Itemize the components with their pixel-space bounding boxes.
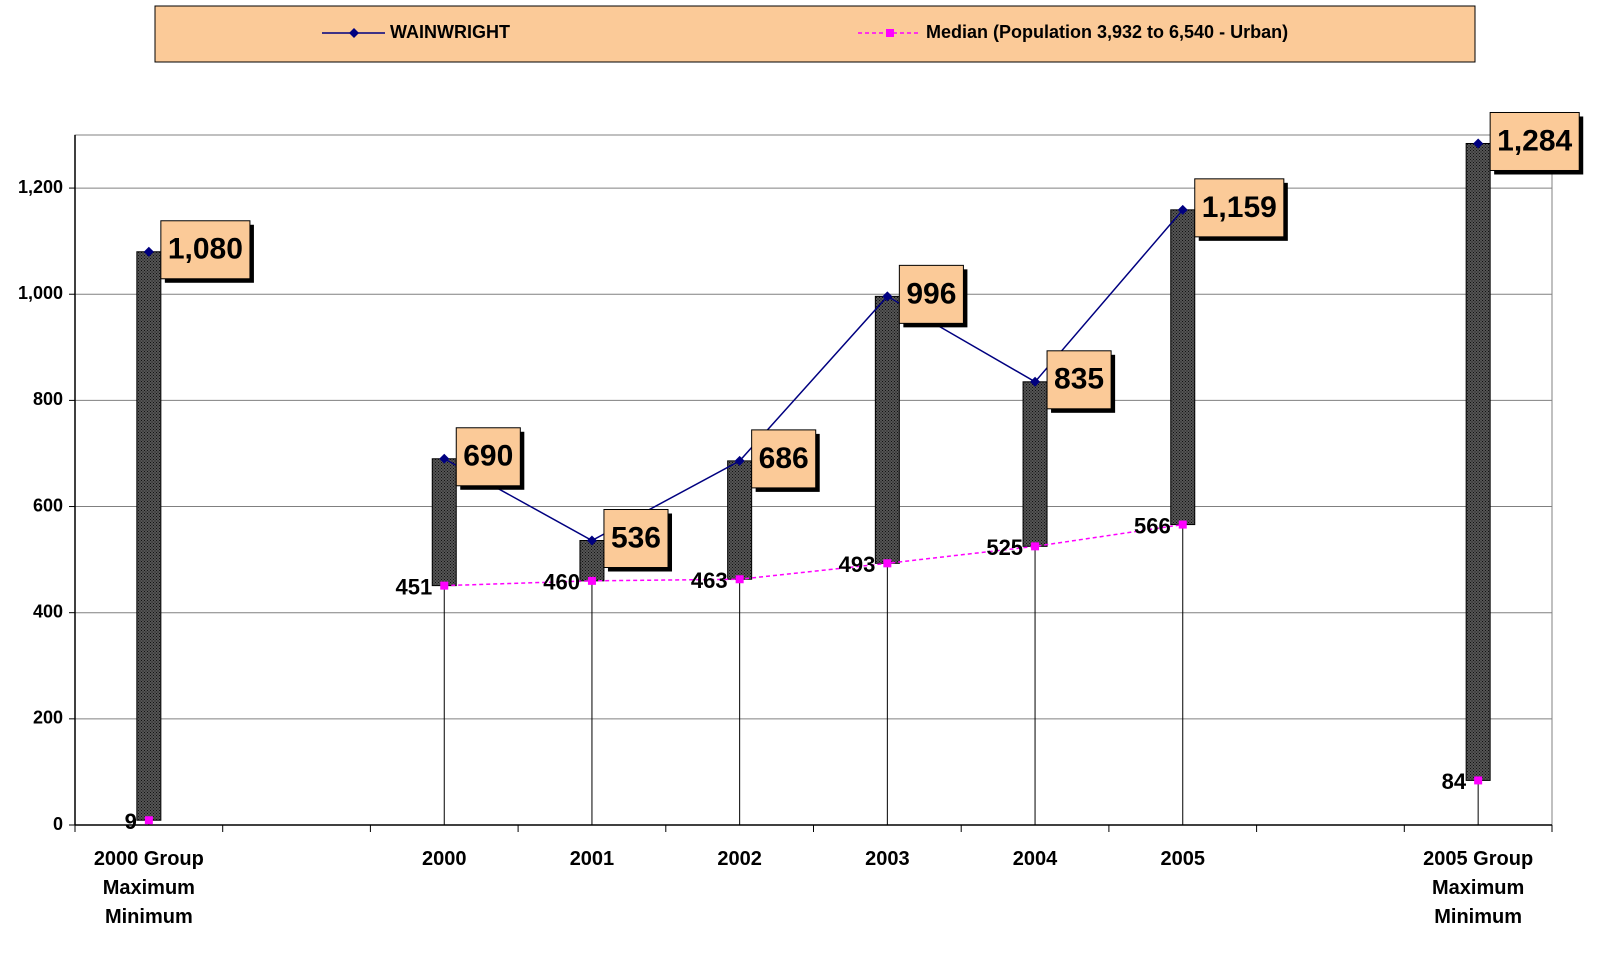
x-tick-label: 2005	[1161, 848, 1206, 870]
data-label: 451	[396, 574, 433, 599]
data-label: 1,080	[168, 233, 243, 266]
marker	[1030, 376, 1041, 387]
marker	[587, 576, 596, 585]
marker	[1178, 520, 1187, 529]
x-tick-label: 2002	[717, 848, 762, 870]
high-low-bar	[874, 295, 900, 564]
marker	[143, 246, 154, 257]
x-tick-label-line: 2005	[1161, 848, 1206, 870]
data-label: 493	[839, 552, 876, 577]
data-label-box	[160, 220, 251, 280]
marker	[144, 816, 153, 825]
marker	[734, 455, 745, 466]
legend-label: WAINWRIGHT	[390, 22, 510, 42]
marker	[439, 453, 450, 464]
y-tick-label: 1,000	[18, 283, 63, 303]
data-label: 536	[611, 521, 661, 554]
legend-marker	[886, 29, 894, 37]
y-tick-label: 0	[53, 814, 63, 834]
high-low-bar	[1465, 142, 1491, 781]
data-label: 463	[691, 568, 728, 593]
marker	[883, 559, 892, 568]
x-tick-label: 2003	[865, 848, 910, 870]
marker	[1031, 542, 1040, 551]
data-label: 84	[1442, 769, 1467, 794]
data-label: 996	[906, 277, 956, 310]
marker	[1473, 138, 1484, 149]
legend-label: Median (Population 3,932 to 6,540 - Urba…	[926, 22, 1288, 42]
data-label-box	[1194, 178, 1285, 238]
data-label: 525	[986, 535, 1023, 560]
y-tick-label: 800	[33, 389, 63, 409]
data-label-box	[455, 427, 521, 487]
data-label-box	[1489, 111, 1580, 171]
x-tick-label-line: Minimum	[1434, 906, 1522, 928]
x-tick-label: 2004	[1013, 848, 1058, 870]
y-tick-label: 400	[33, 601, 63, 621]
y-tick-label: 1,200	[18, 177, 63, 197]
x-tick-label: 2001	[570, 848, 615, 870]
data-label: 566	[1134, 513, 1171, 538]
x-tick-label: 2005 Group Maximum Minimum	[1423, 848, 1533, 928]
legend-box	[154, 5, 1476, 63]
x-tick-label-line: 2004	[1013, 848, 1058, 870]
x-tick-label-line: Maximum	[103, 877, 195, 899]
data-label: 460	[543, 570, 580, 595]
marker	[1474, 776, 1483, 785]
data-label-box	[1046, 350, 1112, 410]
x-tick-label: 2000 Group Maximum Minimum	[94, 848, 204, 928]
legend-marker	[349, 28, 359, 38]
marker	[1177, 204, 1188, 215]
data-label-box	[751, 429, 817, 489]
x-tick-label-line: Minimum	[105, 906, 193, 928]
high-low-bar	[1170, 209, 1196, 526]
x-tick-label-line: 2002	[717, 848, 762, 870]
high-low-bar	[727, 460, 753, 580]
data-label-box	[898, 264, 964, 324]
data-label: 835	[1054, 363, 1104, 396]
high-low-bar	[431, 458, 457, 587]
x-tick-label-line: 2001	[570, 848, 615, 870]
y-tick-label: 600	[33, 495, 63, 515]
data-label: 690	[463, 440, 513, 473]
data-label: 9	[125, 809, 137, 834]
x-tick-label-line: 2000 Group	[94, 848, 204, 870]
high-low-bar	[1022, 381, 1048, 547]
marker	[586, 535, 597, 546]
x-tick-label-line: 2000	[422, 848, 467, 870]
data-label: 1,159	[1202, 191, 1277, 224]
x-tick-label: 2000	[422, 848, 467, 870]
marker	[735, 575, 744, 584]
y-tick-label: 200	[33, 708, 63, 728]
data-label: 1,284	[1497, 124, 1572, 157]
high-low-bar	[579, 540, 605, 582]
marker	[882, 291, 893, 302]
high-low-bar	[136, 251, 162, 821]
data-label: 686	[759, 442, 809, 475]
marker	[440, 581, 449, 590]
x-tick-label-line: 2003	[865, 848, 910, 870]
data-label-box	[603, 509, 669, 569]
x-tick-label-line: 2005 Group	[1423, 848, 1533, 870]
x-tick-label-line: Maximum	[1432, 877, 1524, 899]
